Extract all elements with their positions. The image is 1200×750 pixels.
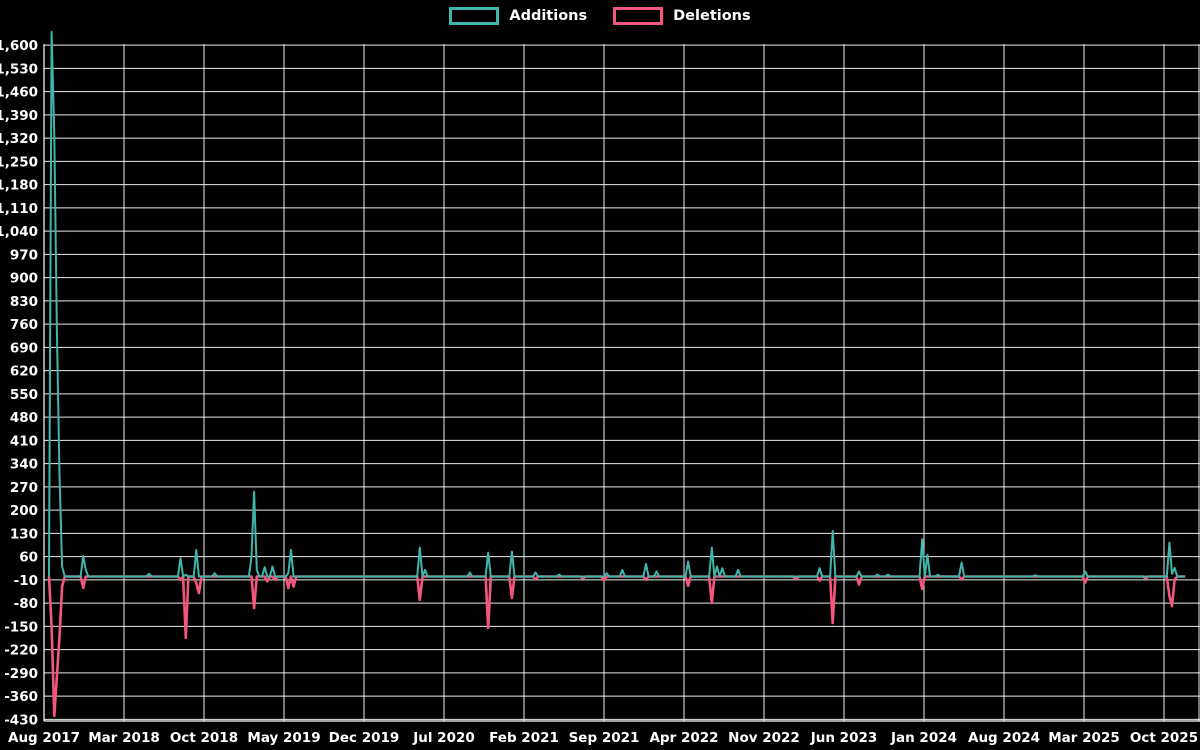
chart-legend: Additions Deletions [0,7,1200,25]
y-tick-label: -360 [4,689,38,705]
additions-legend-swatch [449,7,500,25]
legend-item-additions[interactable]: Additions [449,7,587,25]
y-tick-label: -150 [4,619,38,635]
y-tick-label: -430 [4,712,38,728]
y-tick-label: 130 [10,526,38,542]
y-tick-label: 1,320 [0,131,38,147]
y-tick-label: 1,460 [0,85,38,101]
y-tick-label: 620 [10,364,38,380]
y-tick-label: 1,250 [0,154,38,170]
y-tick-label: 410 [10,433,38,449]
y-tick-label: 970 [10,247,38,263]
y-tick-label: 340 [10,457,38,473]
deletions-line [47,575,1186,718]
y-tick-label: -290 [4,666,38,682]
y-tick-label: 1,110 [0,201,38,217]
y-tick-label: 760 [10,317,38,333]
y-tick-label: 550 [10,387,38,403]
x-tick-label: Oct 2025 [1130,730,1198,746]
deletions-legend-swatch [613,7,664,25]
y-tick-label: -80 [14,596,38,612]
y-tick-label: 900 [10,271,38,287]
legend-item-deletions[interactable]: Deletions [613,7,751,25]
y-tick-label: -220 [4,643,38,659]
y-tick-label: -10 [14,573,38,589]
x-tick-label: Oct 2018 [170,730,238,746]
x-tick-label: Mar 2018 [88,730,159,746]
x-tick-label: Feb 2021 [489,730,559,746]
y-tick-label: 1,530 [0,61,38,77]
x-tick-label: May 2019 [247,730,320,746]
x-tick-label: Jul 2020 [412,730,475,746]
y-tick-label: 1,600 [0,38,38,54]
y-tick-label: 830 [10,294,38,310]
x-tick-label: Jan 2024 [890,730,957,746]
additions-line [48,30,1186,578]
y-tick-label: 480 [10,410,38,426]
y-tick-label: 60 [19,550,38,566]
x-tick-label: Aug 2024 [968,730,1040,746]
x-tick-label: Mar 2025 [1048,730,1119,746]
y-tick-label: 1,180 [0,178,38,194]
x-tick-label: Apr 2022 [649,730,718,746]
y-tick-label: 1,390 [0,108,38,124]
y-tick-label: 200 [10,503,38,519]
x-tick-label: Aug 2017 [8,730,80,746]
y-tick-label: 690 [10,340,38,356]
legend-label-deletions: Deletions [673,7,751,24]
x-tick-label: Jun 2023 [810,730,878,746]
x-tick-label: Dec 2019 [329,730,400,746]
x-tick-label: Nov 2022 [728,730,800,746]
x-tick-label: Sep 2021 [569,730,640,746]
y-tick-label: 270 [10,480,38,496]
legend-label-additions: Additions [509,7,588,24]
y-tick-label: 1,040 [0,224,38,240]
